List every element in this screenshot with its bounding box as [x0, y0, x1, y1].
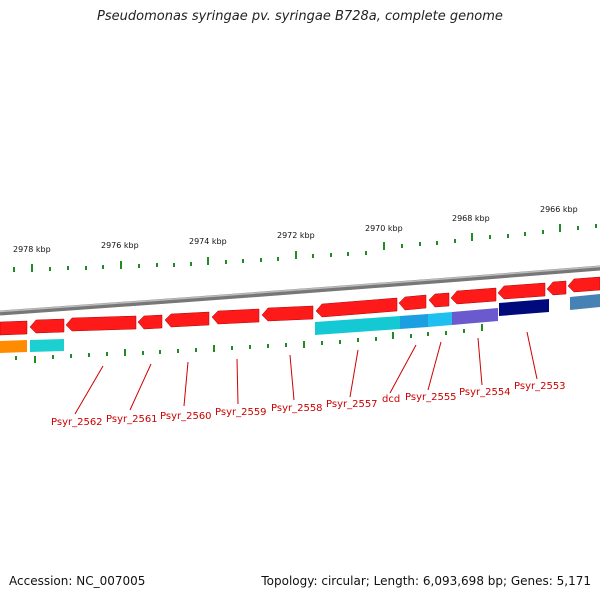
gene-label[interactable]: Psyr_2554 — [459, 387, 511, 398]
ruler-label: 2978 kbp — [13, 245, 51, 254]
accession-value: NC_007005 — [76, 574, 146, 588]
gene-arrow[interactable] — [450, 287, 497, 305]
genome-backbone-highlight — [0, 265, 600, 313]
leader-line — [526, 331, 538, 380]
gene-arrow[interactable] — [164, 311, 210, 328]
gene-label[interactable]: Psyr_2557 — [326, 399, 378, 410]
gene-arrow[interactable] — [65, 315, 137, 332]
gene-label[interactable]: Psyr_2559 — [215, 407, 267, 418]
label-leaders — [74, 331, 538, 415]
feature-purple[interactable] — [452, 308, 498, 325]
genome-backbone — [0, 265, 600, 316]
gene-arrow[interactable] — [211, 308, 260, 325]
gene-label[interactable]: Psyr_2558 — [271, 403, 323, 414]
gene-label[interactable]: dcd — [382, 394, 400, 405]
leader-line — [129, 363, 152, 411]
ruler-label: 2966 kbp — [540, 205, 578, 214]
reverse-strand-features — [0, 294, 600, 353]
gene-arrow[interactable] — [261, 305, 314, 322]
inner-ruler — [15, 324, 483, 363]
leader-line — [74, 365, 104, 415]
feature-cyan[interactable] — [315, 316, 400, 335]
gene-arrow[interactable] — [428, 292, 450, 308]
leader-line — [389, 344, 417, 394]
gene-label[interactable]: Psyr_2555 — [405, 392, 457, 403]
accession-label: Accession: — [9, 574, 73, 588]
ruler-label: 2968 kbp — [452, 214, 490, 223]
leader-line — [427, 341, 442, 391]
leader-line — [289, 354, 295, 401]
outer-ruler — [13, 224, 597, 272]
leader-line — [183, 361, 189, 407]
gene-label[interactable]: Psyr_2561 — [106, 414, 158, 425]
gene-label[interactable]: Psyr_2560 — [160, 411, 212, 422]
forward-strand-genes — [0, 276, 600, 336]
gene-arrow[interactable] — [29, 318, 65, 334]
leader-line — [236, 358, 239, 405]
ruler-labels: 2978 kbp 2976 kbp 2974 kbp 2972 kbp 2970… — [13, 205, 578, 254]
leader-line — [349, 349, 359, 398]
gene-arrow[interactable] — [315, 297, 398, 318]
genome-title: Pseudomonas syringae pv. syringae B728a,… — [97, 9, 503, 24]
gene-arrow[interactable] — [497, 282, 546, 300]
feature-light-blue[interactable] — [428, 312, 452, 327]
ruler-label: 2974 kbp — [189, 237, 227, 246]
feature-steel[interactable] — [570, 294, 600, 310]
gene-arrow[interactable] — [567, 276, 600, 293]
feature-cyan-left[interactable] — [30, 339, 64, 352]
gene-arrow[interactable] — [0, 320, 28, 336]
leader-line — [477, 337, 483, 386]
feature-orange[interactable] — [0, 340, 27, 353]
feature-navy[interactable] — [499, 299, 549, 316]
gene-arrow[interactable] — [546, 280, 567, 296]
gene-labels: Psyr_2562 Psyr_2561 Psyr_2560 Psyr_2559 … — [51, 381, 566, 428]
gene-label[interactable]: Psyr_2562 — [51, 417, 103, 428]
gene-label[interactable]: Psyr_2553 — [514, 381, 566, 392]
gene-arrow[interactable] — [398, 294, 427, 311]
genome-summary: Topology: circular; Length: 6,093,698 bp… — [261, 574, 591, 588]
ruler-label: 2976 kbp — [101, 241, 139, 250]
ruler-label: 2972 kbp — [277, 231, 315, 240]
gene-arrow[interactable] — [137, 314, 163, 330]
accession-info: Accession: NC_007005 — [9, 574, 145, 588]
feature-sky[interactable] — [400, 314, 428, 329]
ruler-label: 2970 kbp — [365, 224, 403, 233]
